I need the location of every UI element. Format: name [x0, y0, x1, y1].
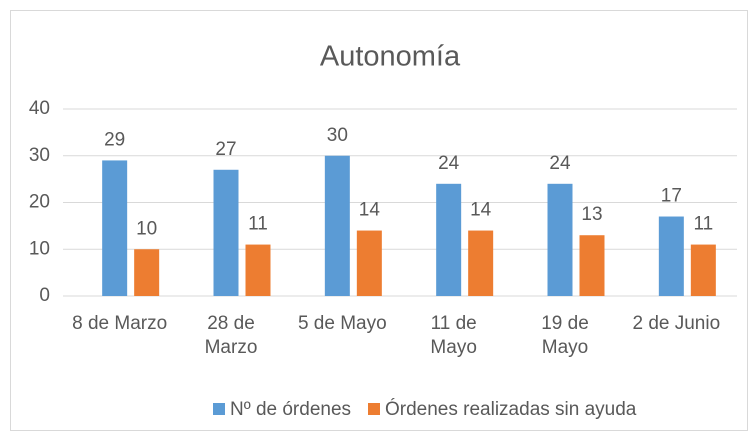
- bar: [102, 160, 128, 296]
- y-tick-label: 10: [29, 238, 50, 259]
- x-tick-label: 8 de Marzo: [72, 313, 168, 334]
- value-label: 17: [661, 186, 682, 207]
- bar: [245, 244, 271, 296]
- value-label: 14: [470, 200, 492, 221]
- bar: [356, 230, 382, 296]
- value-label: 24: [438, 153, 460, 174]
- bar: [213, 169, 239, 296]
- value-label: 11: [693, 214, 713, 235]
- x-tick-label: 11 de Mayo: [430, 313, 477, 358]
- y-tick-label: 20: [29, 192, 50, 213]
- legend-swatch: [213, 403, 225, 415]
- chart-title: Autonomía: [320, 41, 461, 73]
- x-tick-label: 2 de Junio: [632, 313, 721, 334]
- value-label: 30: [327, 125, 348, 146]
- y-tick-label: 40: [29, 98, 50, 119]
- bar: [134, 249, 160, 296]
- legend-label: Nº de órdenes: [230, 399, 351, 420]
- bar: [658, 216, 684, 296]
- value-label: 13: [581, 204, 602, 225]
- value-label: 27: [215, 139, 236, 160]
- value-label: 29: [104, 129, 125, 150]
- value-label: 24: [549, 153, 571, 174]
- bar: [579, 235, 605, 296]
- y-tick-label: 0: [39, 285, 50, 306]
- bar: [547, 183, 573, 296]
- legend-swatch: [368, 403, 380, 415]
- legend-label: Órdenes realizadas sin ayuda: [385, 398, 637, 420]
- y-tick-label: 30: [29, 145, 50, 166]
- value-label: 11: [248, 214, 268, 235]
- value-label: 14: [359, 200, 381, 221]
- bar: [324, 155, 350, 296]
- bar: [690, 244, 716, 296]
- value-label: 10: [136, 218, 157, 239]
- chart-border: [10, 10, 748, 431]
- x-tick-label: 28 de Marzo: [204, 313, 258, 358]
- x-tick-label: 5 de Mayo: [297, 313, 387, 334]
- bar: [436, 183, 462, 296]
- bar: [468, 230, 494, 296]
- x-tick-label: 19 de Mayo: [541, 313, 589, 358]
